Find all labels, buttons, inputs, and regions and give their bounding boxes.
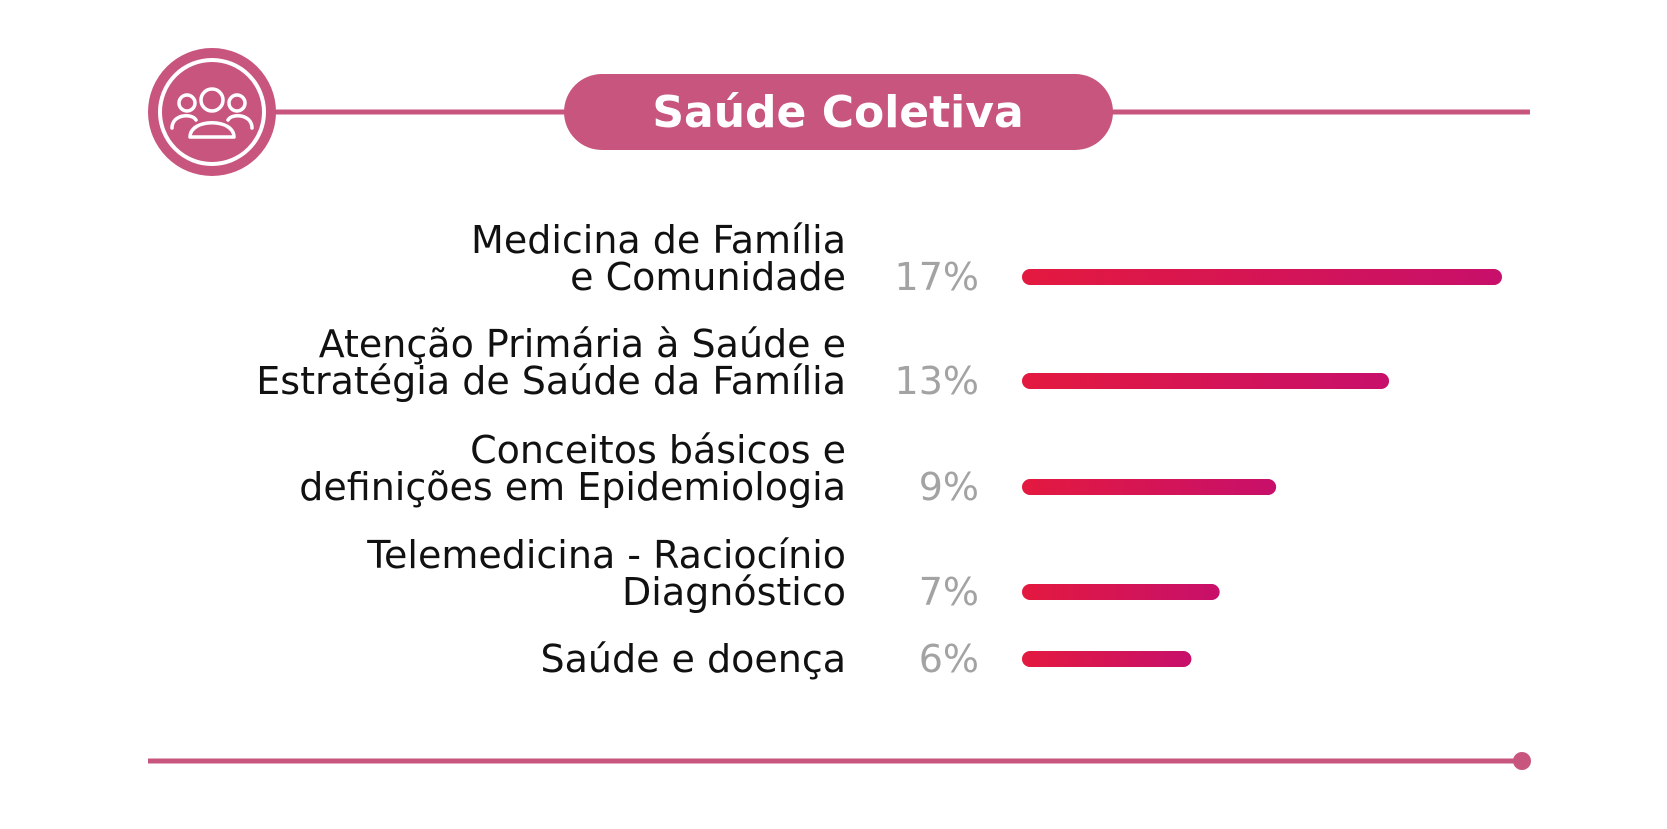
data-label: 9% <box>919 465 979 509</box>
category-label: Atenção Primária à Saúde e Estratégia de … <box>256 322 846 403</box>
category-label: Conceitos básicos e definições em Epidemi… <box>299 428 846 509</box>
footer-rule-dot <box>1513 752 1531 770</box>
category-label-line: definições em Epidemiologia <box>299 465 846 509</box>
bar <box>1022 373 1390 389</box>
category-label-line: Telemedicina - Raciocínio <box>366 533 846 577</box>
category-label: Telemedicina - Raciocínio Diagnóstico <box>366 533 846 614</box>
people-group-icon <box>148 48 276 176</box>
category-label-line: e Comunidade <box>570 255 846 299</box>
category-label-line: Diagnóstico <box>622 570 846 614</box>
category-label-line: Conceitos básicos e <box>470 428 846 472</box>
category-label-line: Estratégia de Saúde da Família <box>256 359 846 403</box>
data-label: 7% <box>919 570 979 614</box>
bar <box>1022 651 1192 667</box>
category-label: Medicina de Família e Comunidade <box>471 218 846 299</box>
chart-title: Saúde Coletiva <box>652 87 1023 138</box>
category-label-line: Atenção Primária à Saúde e <box>319 322 846 366</box>
category-label-line: Medicina de Família <box>471 218 846 262</box>
category-label-line: Saúde e doença <box>540 637 846 681</box>
bar <box>1022 479 1277 495</box>
data-label: 17% <box>895 255 979 299</box>
data-label: 13% <box>895 359 979 403</box>
data-label: 6% <box>919 637 979 681</box>
bar <box>1022 584 1220 600</box>
chart-marks: Medicina de Família e Comunidade 17% Atençã… <box>256 218 1502 681</box>
title-pill <box>564 74 1113 150</box>
category-label: Saúde e doença <box>540 637 846 681</box>
bar <box>1022 269 1502 285</box>
